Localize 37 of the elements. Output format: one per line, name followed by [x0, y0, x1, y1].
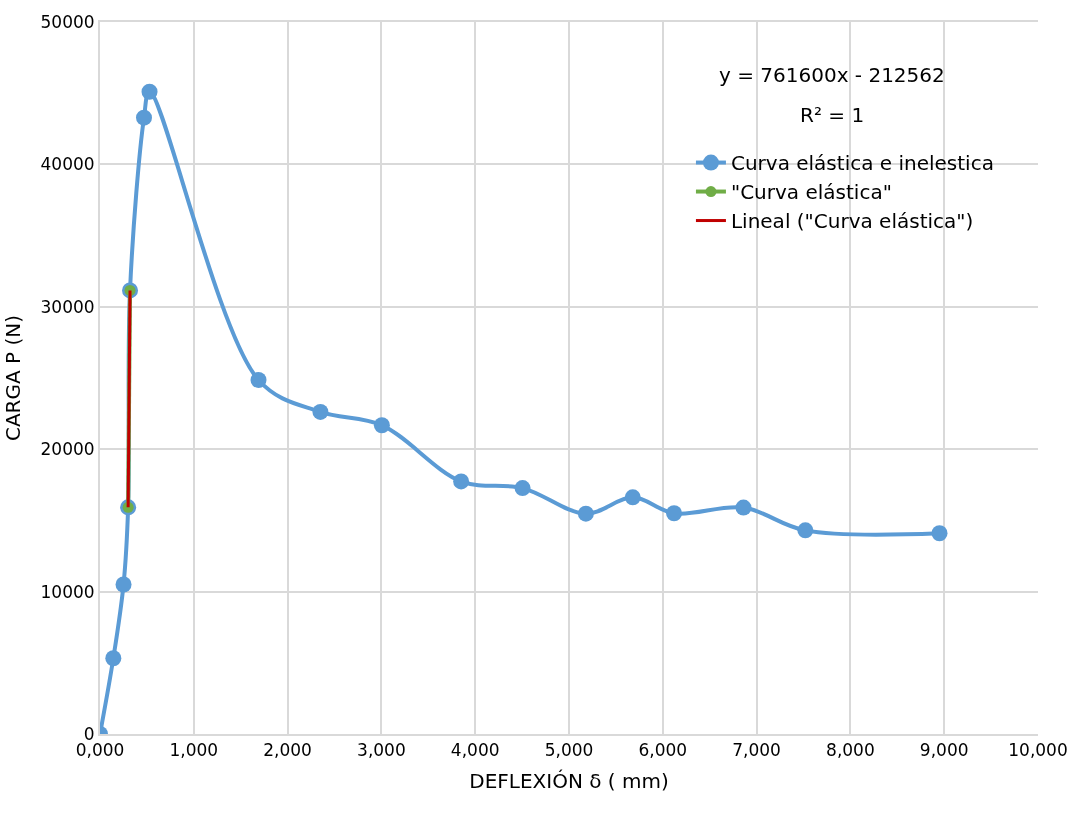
- point: [666, 505, 683, 522]
- point: [141, 83, 158, 100]
- x-tick-label: 4,000: [450, 740, 500, 761]
- annotation: y = 761600x - 212562: [719, 63, 945, 87]
- x-tick-label: 9,000: [919, 740, 969, 761]
- x-axis-title: DEFLEXIÓN δ ( mm): [469, 769, 669, 794]
- y-tick-label: 20000: [40, 439, 95, 460]
- point: [931, 525, 948, 542]
- x-tick-label: 6,000: [638, 740, 688, 761]
- y-tick-label: 30000: [40, 296, 95, 317]
- point: [136, 109, 152, 126]
- point: [577, 505, 594, 522]
- x-tick-label: 10,000: [1008, 740, 1068, 761]
- point: [115, 576, 132, 593]
- point: [105, 650, 122, 667]
- legend-label: Lineal ("Curva elástica"): [730, 209, 974, 234]
- y-axis-title: CARGA P (N): [0, 314, 25, 442]
- point: [312, 403, 329, 420]
- x-tick-label: 1,000: [169, 740, 219, 761]
- point: [373, 417, 390, 434]
- point: [624, 489, 641, 506]
- y-tick-label: 40000: [40, 154, 95, 175]
- legend-label: Curva elástica e inelestica: [730, 151, 994, 176]
- point: [250, 371, 267, 388]
- x-tick-label: 8,000: [826, 740, 875, 761]
- point: [735, 499, 752, 516]
- legend-label: "Curva elástica": [730, 180, 892, 205]
- point: [514, 480, 531, 497]
- y-tick-label: 10000: [40, 581, 95, 602]
- annotation: R² = 1: [800, 103, 865, 127]
- point: [453, 473, 470, 490]
- x-tick-label: 5,000: [544, 740, 594, 761]
- x-tick-label: 3,000: [357, 740, 406, 761]
- point: [797, 522, 814, 539]
- x-tick-label: 2,000: [263, 740, 312, 761]
- x-tick-label: 7,000: [732, 740, 781, 761]
- y-tick-label: 50000: [40, 11, 95, 32]
